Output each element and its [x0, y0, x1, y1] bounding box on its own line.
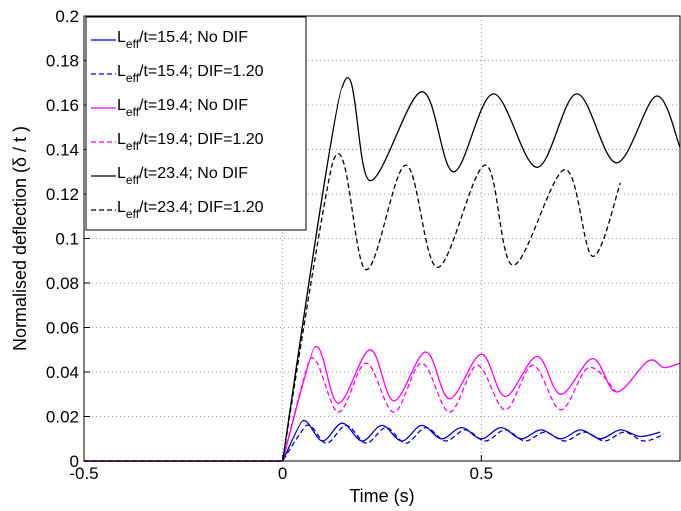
axis-ticks: -0.5 0 0.500.020.040.060.080.10.120.140.16… [46, 7, 493, 483]
series-line-5 [84, 77, 681, 462]
legend: Leff/t=15.4; No DIF Leff/t=15.4; DIF=1.20… [85, 16, 307, 231]
legend-entry-label: Leff/t=19.4; DIF=1.20 [117, 131, 264, 153]
series-line-2 [84, 424, 665, 462]
y-tick-label: 0 [70, 452, 79, 471]
legend-box [85, 16, 307, 231]
y-tick-label: 0.2 [55, 7, 79, 26]
series-line-3 [84, 346, 681, 462]
legend-entry-label: Leff/t=23.4; DIF=1.20 [117, 199, 264, 221]
y-tick-label: 0.1 [55, 230, 79, 249]
y-tick-label: 0.12 [46, 185, 79, 204]
x-tick-label: 0.5 [470, 464, 494, 483]
y-tick-label: 0.18 [46, 52, 79, 71]
y-tick-label: 0.02 [46, 408, 79, 427]
plot-frame [83, 15, 681, 462]
legend-entry-label: Leff/t=15.4; DIF=1.20 [117, 63, 264, 85]
y-tick-label: 0.04 [46, 363, 79, 382]
y-tick-label: 0.08 [46, 274, 79, 293]
legend-entry-label: Leff/t=23.4; No DIF [117, 165, 248, 187]
y-axis-label: Normalised deflection (δ / t ) [10, 126, 30, 351]
series-line-4 [84, 357, 617, 462]
x-tick-label: 0 [278, 464, 287, 483]
y-tick-label: 0.14 [46, 141, 79, 160]
series-line-6 [84, 153, 622, 462]
y-tick-label: 0.06 [46, 319, 79, 338]
legend-entry-label: Leff/t=19.4; No DIF [117, 97, 248, 119]
y-tick-label: 0.16 [46, 96, 79, 115]
legend-entry-label: Leff/t=15.4; No DIF [117, 29, 248, 51]
x-axis-label: Time (s) [349, 486, 414, 506]
series-layer [84, 77, 681, 462]
x-tick-label: -0.5 [69, 464, 98, 483]
